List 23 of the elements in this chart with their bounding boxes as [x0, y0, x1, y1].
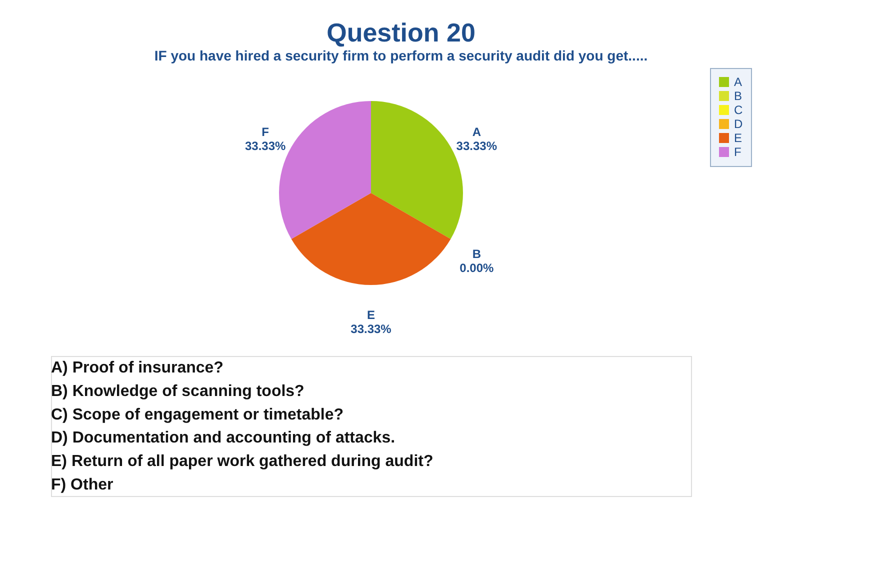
legend-label: B — [734, 89, 742, 103]
slice-label: E — [366, 308, 376, 322]
chart-title: Question 20 — [326, 18, 476, 48]
text: D) Documentation and accounting of attacks. — [51, 430, 396, 447]
legend-label: E — [734, 131, 742, 145]
data-label: 33.33% — [456, 139, 498, 153]
data-label: 33.33% — [244, 139, 286, 153]
legend-label: F — [734, 145, 742, 159]
category-label: B — [472, 247, 481, 261]
text: E) Return of all paper work gathered during audit? — [51, 453, 434, 470]
text: A) Proof of insurance? — [51, 360, 224, 377]
data-label: 33.33% — [350, 322, 392, 336]
legend-label: D — [734, 117, 743, 131]
text: F) Other — [51, 476, 114, 494]
pie-slice — [291, 193, 451, 285]
text: C) Scope of engagement or timetable? — [51, 406, 344, 424]
slice-label: A — [472, 125, 482, 139]
legend-label: A — [734, 75, 742, 89]
text: B) Knowledge of scanning tools? — [51, 383, 304, 400]
text: 0.00% — [460, 261, 494, 275]
slice-label: F — [262, 125, 270, 139]
chart-subtitle: IF you have hired a security firm to perform a security audit did you get..... — [154, 48, 648, 64]
legend-label: C — [734, 103, 743, 117]
